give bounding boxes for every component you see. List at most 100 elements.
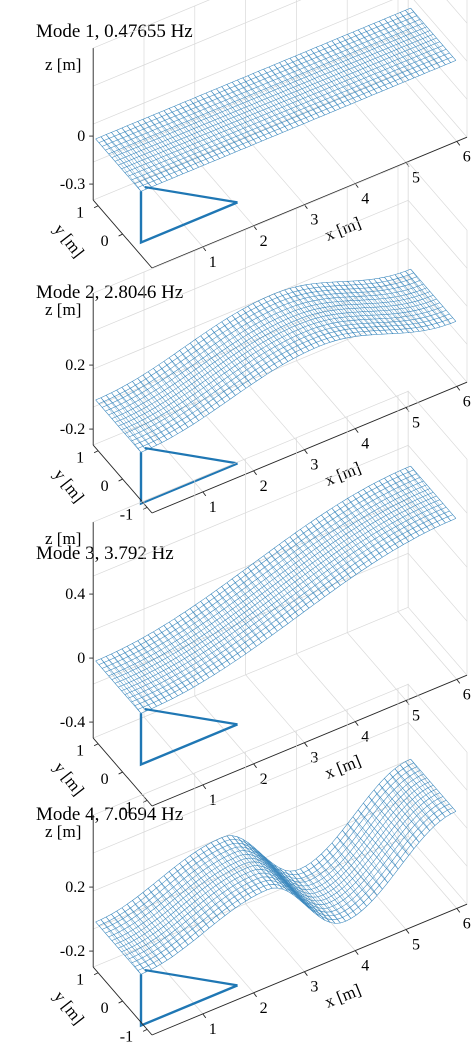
floor-grid-line [245, 903, 305, 972]
y-tick-label: 1 [76, 972, 84, 989]
deck-mesh [95, 758, 457, 975]
y-tick-mark [93, 743, 99, 747]
floor-grid-line [397, 840, 458, 909]
y-tick-mark [118, 771, 123, 775]
floor-grid-line [143, 178, 204, 248]
x-axis-label: x [m] [322, 980, 364, 1012]
side-wall [407, 161, 468, 384]
x-tick-mark [253, 763, 257, 769]
floor-grid-line [143, 945, 204, 1015]
x-tick-label: 2 [260, 478, 268, 495]
y-tick-label: 0 [101, 233, 109, 250]
x-tick-label: 5 [412, 937, 420, 954]
grid-line-z [93, 30, 468, 163]
x-tick-label: 5 [412, 170, 420, 187]
x-tick-label: 1 [209, 254, 217, 271]
x-tick-label: 5 [412, 415, 420, 432]
y-axis-label: y [m] [50, 758, 88, 799]
grid-line-z [93, 237, 468, 370]
y-tick-mark [93, 450, 99, 454]
x-tick-label: 3 [310, 979, 318, 996]
floor-grid-line [346, 339, 407, 408]
x-tick-label: 3 [310, 212, 318, 229]
z-axis-label: z [m] [45, 55, 81, 74]
y-tick-label: 1 [76, 743, 84, 760]
floor-grid-line [346, 94, 407, 163]
grid-line-z [93, 552, 468, 685]
floor-grid-line [194, 157, 254, 227]
x-tick-mark [304, 971, 308, 976]
side-wall [407, 0, 468, 139]
chart-title: Mode 1, 0.47655 Hz [36, 21, 193, 42]
x-tick-label: 2 [260, 771, 268, 788]
x-axis-label: x [m] [322, 458, 364, 490]
floor-grid-line [296, 115, 356, 184]
x-tick-mark [202, 1013, 207, 1019]
x-tick-label: 2 [260, 233, 268, 250]
y-tick-label: -1 [120, 506, 133, 523]
y-tick-mark [118, 233, 123, 237]
y-tick-label: -1 [120, 799, 133, 816]
x-tick-mark [456, 679, 461, 684]
z-tick-label: 0.2 [65, 357, 85, 374]
chart-title: Mode 3, 3.792 Hz [36, 543, 174, 564]
x-axis-line [151, 381, 468, 514]
x-tick-label: 3 [310, 457, 318, 474]
grid-line-z [93, 0, 468, 87]
x-tick-mark [253, 992, 257, 998]
x-axis-line [151, 674, 468, 807]
side-wall [407, 683, 468, 906]
support-strut [144, 446, 238, 465]
grid-line-z [93, 797, 468, 930]
x-tick-label: 4 [361, 729, 369, 746]
side-wall [407, 390, 468, 677]
x-tick-label: 6 [463, 393, 471, 410]
floor-grid-line [346, 632, 407, 701]
x-tick-label: 1 [209, 1021, 217, 1038]
x-axis-label: x [m] [322, 213, 364, 245]
floor-grid-line [245, 381, 305, 450]
x-tick-label: 4 [361, 191, 369, 208]
support-frame [139, 713, 238, 767]
floor-grid-line [296, 360, 356, 429]
support-strut [144, 707, 238, 726]
y-axis-label: y [m] [50, 987, 88, 1028]
y-tick-mark [118, 478, 123, 482]
z-axis-label: z [m] [45, 300, 81, 319]
z-axis-label: z [m] [45, 822, 81, 841]
x-tick-mark [202, 491, 207, 497]
x-tick-label: 6 [463, 686, 471, 703]
x-tick-label: 4 [361, 436, 369, 453]
x-tick-mark [456, 141, 461, 146]
floor-grid-line [245, 674, 305, 743]
grid-line-z [93, 0, 468, 125]
floor-grid-line [194, 924, 254, 994]
z-tick-label: -0.3 [60, 176, 85, 193]
grid-line-z [93, 721, 468, 854]
floor-grid-line [296, 653, 356, 722]
x-tick-mark [456, 386, 461, 391]
chart-title: Mode 4, 7.0694 Hz [36, 804, 183, 825]
x-tick-label: 4 [361, 958, 369, 975]
x-axis-line [151, 903, 468, 1036]
x-tick-mark [456, 908, 461, 913]
floor-grid-line [397, 73, 458, 142]
support-frame [139, 452, 238, 506]
z-tick-label: -0.2 [60, 421, 85, 438]
chart-title: Mode 2, 2.8046 Hz [36, 282, 183, 303]
x-axis-line [151, 136, 468, 269]
y-axis-label: y [m] [50, 220, 88, 261]
z-tick-label: 0 [77, 128, 85, 145]
y-axis-label: y [m] [50, 465, 88, 506]
y-tick-mark [93, 205, 99, 209]
x-tick-label: 1 [209, 792, 217, 809]
y-tick-label: 0 [101, 771, 109, 788]
floor-grid-line [245, 136, 305, 205]
grid-line-z [93, 199, 468, 332]
deck-mesh [95, 465, 457, 714]
z-tick-label: 0.4 [65, 586, 85, 603]
